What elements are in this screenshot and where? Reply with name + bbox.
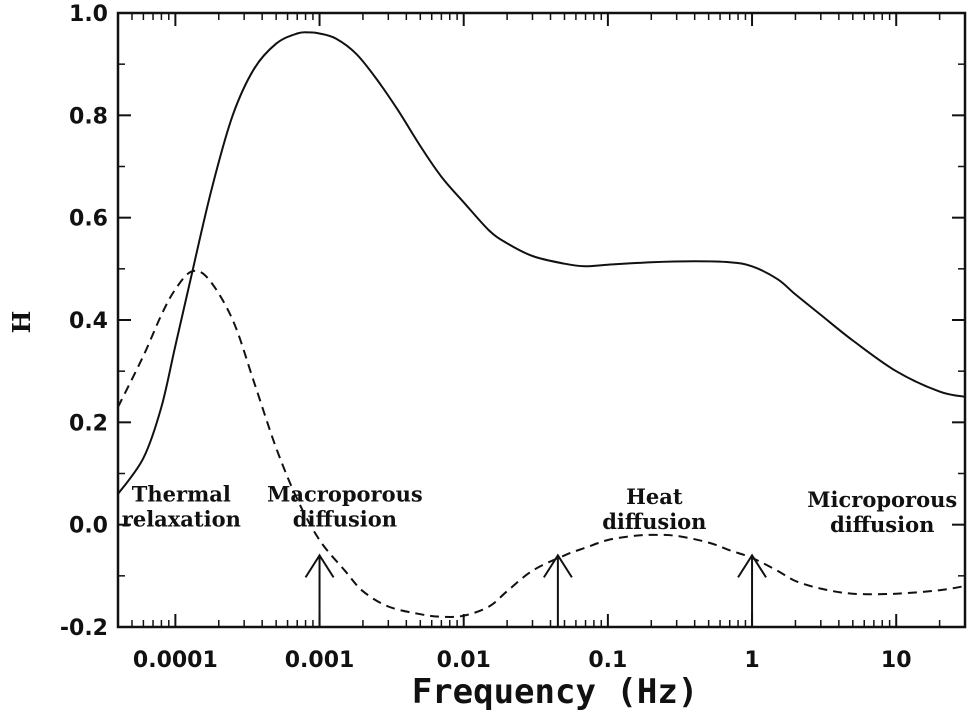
arrow-layer (304, 553, 767, 627)
y-ticks: 1.0 0.8 0.6 0.4 0.2 0.0 -0.2 (60, 2, 965, 641)
annotation-text: Macroporous (267, 482, 423, 507)
x-tick-label: 0.001 (285, 648, 355, 673)
x-tick-label: 10 (881, 648, 912, 673)
x-tick-label: 0.0001 (133, 648, 218, 673)
y-tick-label: -0.2 (60, 616, 108, 641)
annotation-text: diffusion (830, 512, 934, 537)
x-tick-label: 0.01 (437, 648, 491, 673)
arrow-head (304, 553, 335, 578)
annotation-text: Heat (626, 484, 683, 509)
y-axis-title: H (7, 311, 36, 334)
x-ticks: 0.0001 0.001 0.01 0.1 1 10 (117, 13, 966, 673)
annotation-layer: ThermalrelaxationMacroporousdiffusionHea… (122, 482, 957, 537)
series-layer (117, 31, 966, 618)
y-tick-label: 0.4 (69, 309, 108, 334)
annotation-text: Thermal (132, 482, 231, 507)
annotation-text: relaxation (122, 507, 241, 532)
series-line-dashed (117, 269, 966, 618)
y-tick-label: 0.0 (69, 514, 108, 539)
x-tick-label: 0.1 (588, 648, 627, 673)
annotation-text: diffusion (602, 509, 706, 534)
x-tick-label: 1 (744, 648, 759, 673)
x-axis-title: Frequency (Hz) (412, 672, 699, 712)
arrow-head (737, 553, 767, 578)
series-line-solid (117, 31, 966, 495)
arrow-head (543, 553, 573, 578)
annotation-text: Microporous (807, 487, 957, 512)
annotation-text: diffusion (293, 507, 397, 532)
y-tick-label: 0.8 (69, 104, 108, 129)
svg-text:H: H (7, 311, 36, 334)
y-tick-label: 0.2 (69, 411, 108, 436)
y-tick-label: 1.0 (69, 2, 108, 27)
y-tick-label: 0.6 (69, 207, 108, 232)
